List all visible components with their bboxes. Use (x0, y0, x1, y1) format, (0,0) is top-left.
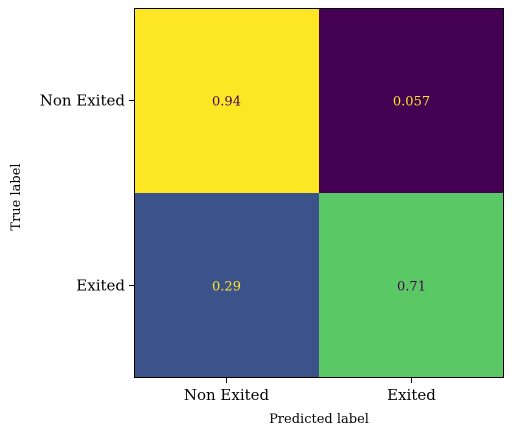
cell-value-labels: 0.94 0.057 0.29 0.71 (212, 95, 430, 295)
heatmap-cell-r1-c0 (134, 193, 319, 378)
heatmap-cell-r0-c0 (134, 8, 319, 193)
x-axis-label: Predicted label (269, 412, 369, 427)
cell-value-r1-c1: 0.71 (397, 280, 426, 295)
y-tick-label: Non Exited (40, 92, 126, 110)
plot-frame (134, 8, 504, 378)
cell-value-r0-c1: 0.057 (393, 95, 430, 110)
heatmap-cell-r0-c1 (319, 8, 504, 193)
y-tick-label: Exited (76, 277, 125, 295)
y-axis-ticks: Non Exited Exited (40, 92, 134, 295)
x-tick-label: Exited (387, 386, 436, 404)
cell-value-r0-c0: 0.94 (212, 95, 241, 110)
y-axis-label: True label (9, 163, 24, 230)
heatmap-cell-r1-c1 (319, 193, 504, 378)
cell-value-r1-c0: 0.29 (212, 280, 241, 295)
x-axis-ticks: Non Exited Exited (184, 378, 436, 404)
heatmap-cells (134, 8, 504, 378)
x-tick-label: Non Exited (184, 386, 270, 404)
